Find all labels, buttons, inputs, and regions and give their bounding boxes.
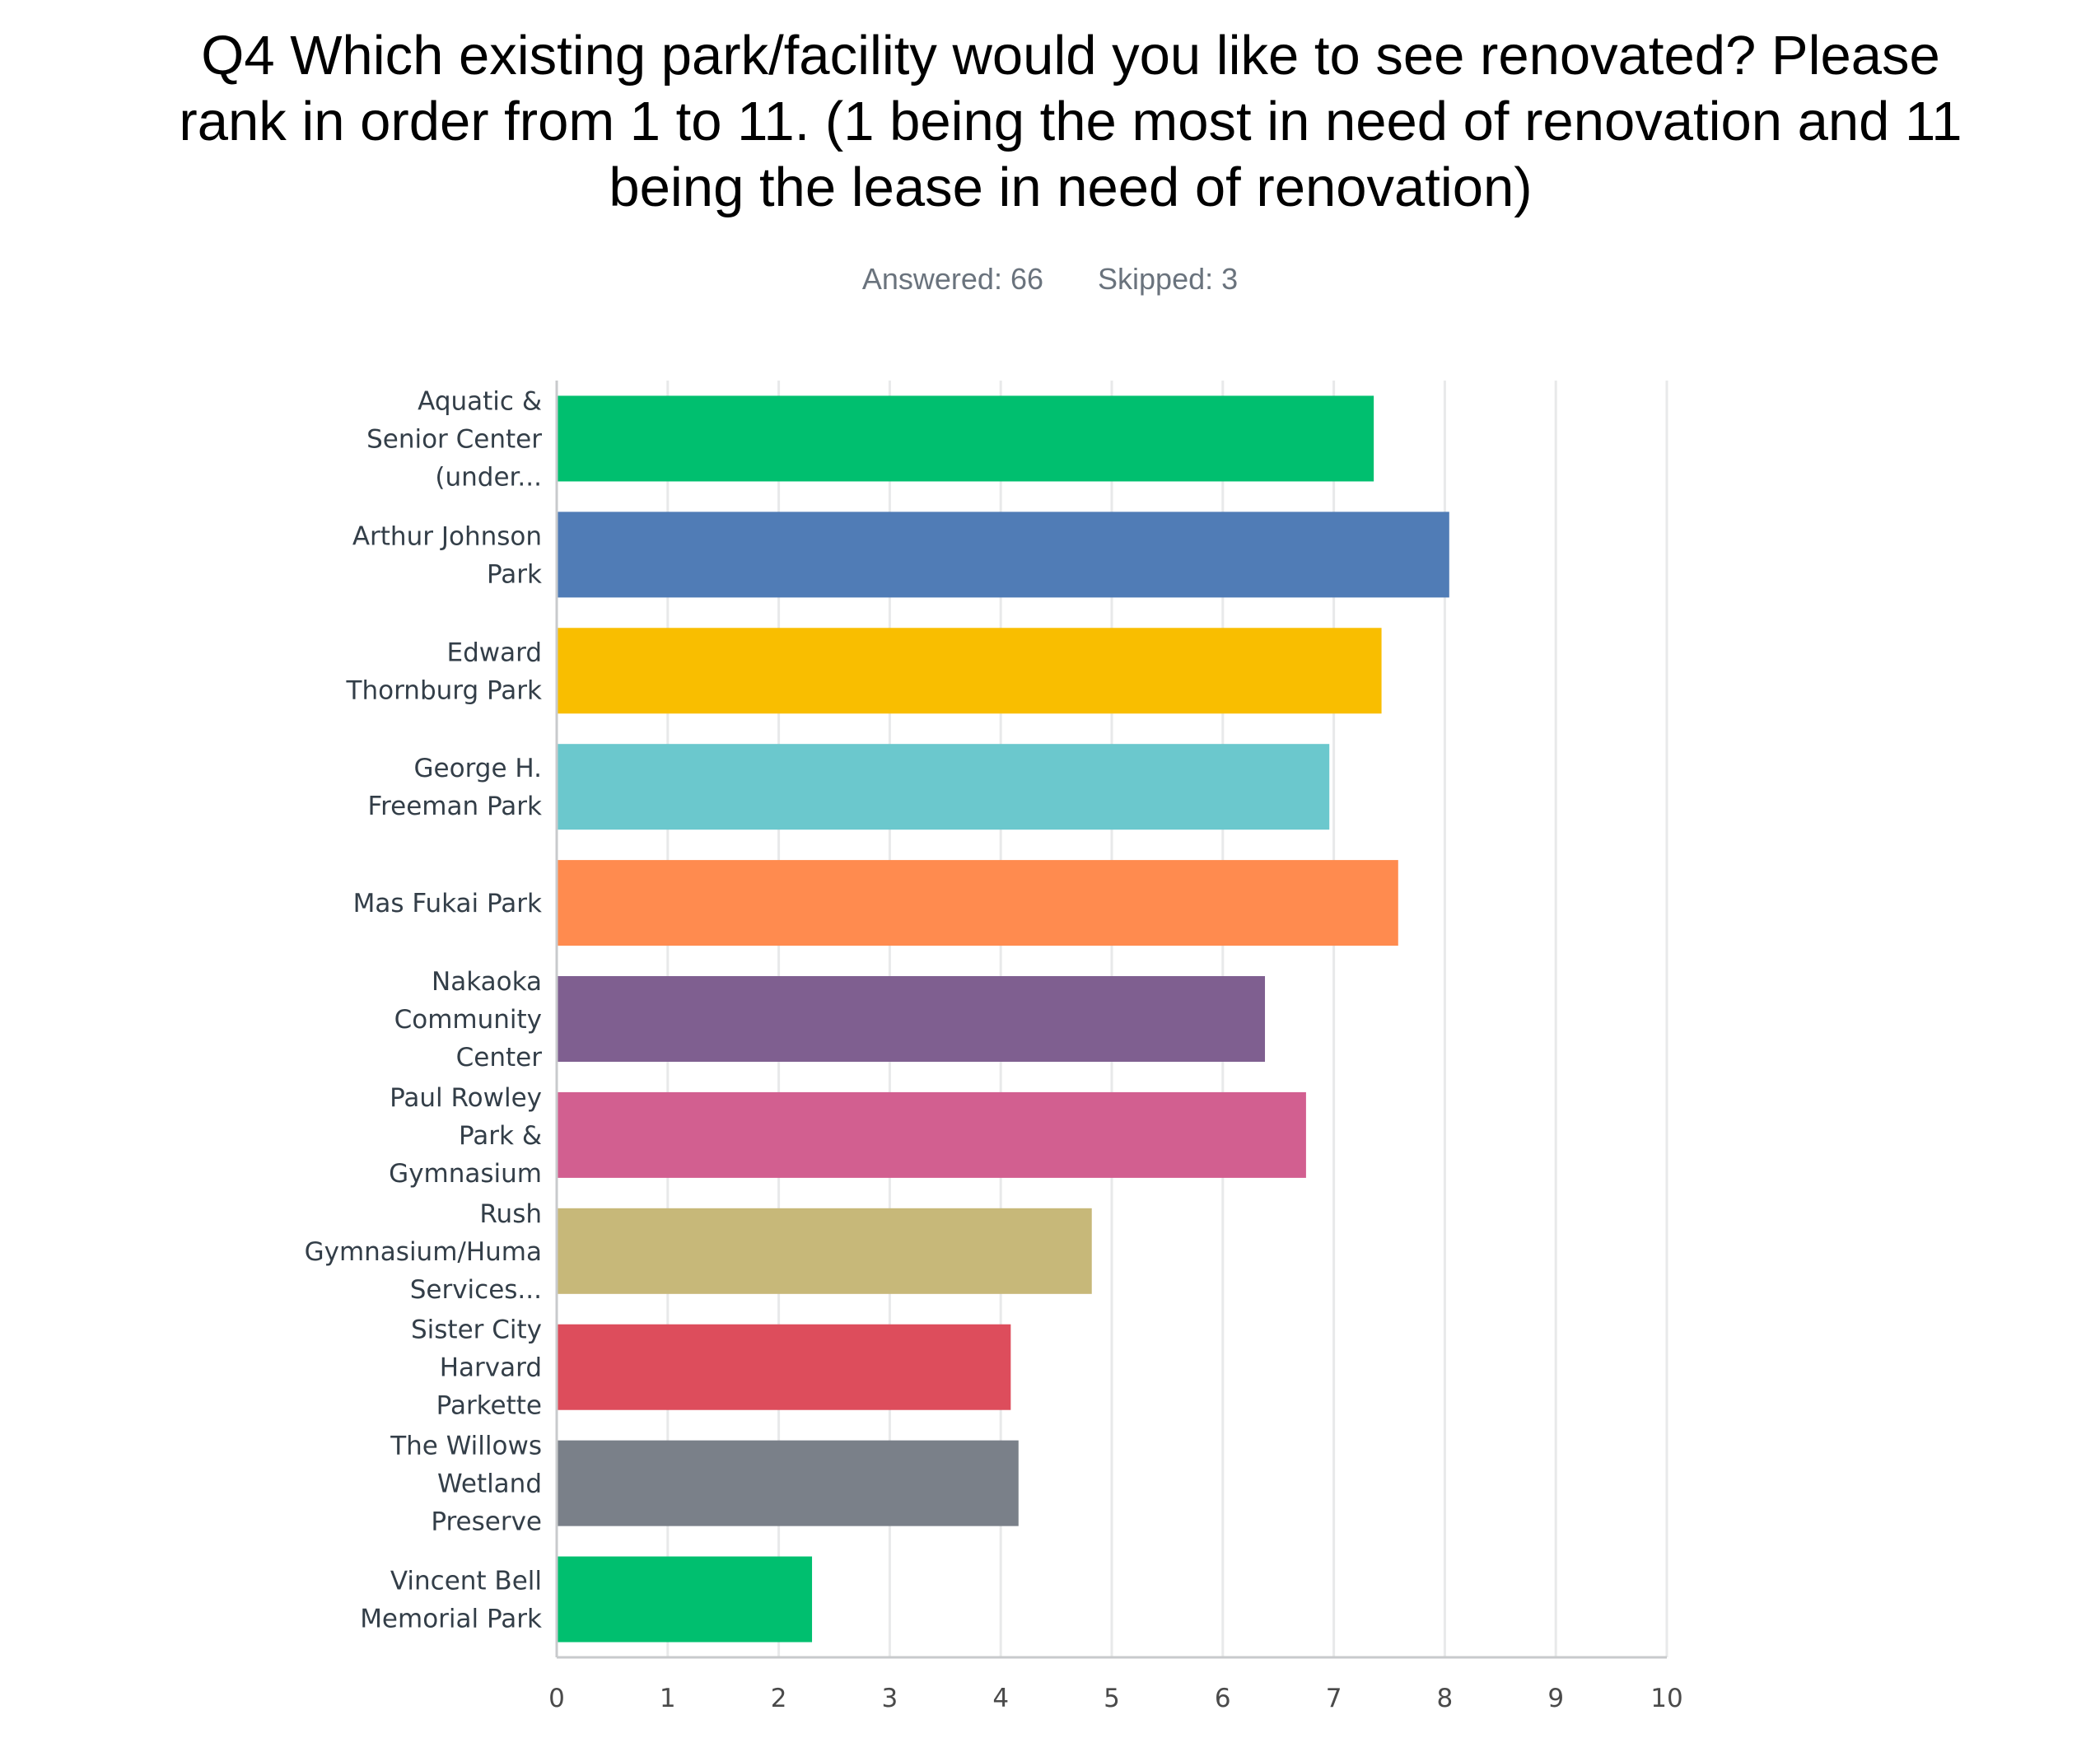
- category-label: Mas Fukai Park: [353, 889, 542, 918]
- category-label: Vincent Bell: [390, 1567, 542, 1596]
- category-label: Memorial Park: [360, 1605, 542, 1634]
- category-label: Paul Rowley: [390, 1083, 542, 1113]
- x-tick-label: 10: [1650, 1684, 1682, 1713]
- category-label: Community: [394, 1005, 542, 1035]
- title-line: rank in order from 1 to 11. (1 being the…: [179, 91, 1962, 152]
- bar: [557, 1440, 1019, 1526]
- bars: [557, 395, 1449, 1643]
- x-tick-label: 4: [992, 1684, 1009, 1713]
- bar: [557, 512, 1449, 598]
- bar: [557, 1324, 1011, 1410]
- category-label: Preserve: [431, 1507, 542, 1537]
- response-summary: Answered: 66 Skipped: 3: [0, 262, 2100, 297]
- skipped-count: Skipped: 3: [1098, 262, 1239, 296]
- category-label: Aquatic &: [418, 386, 542, 416]
- x-tick-label: 1: [660, 1684, 676, 1713]
- answered-count: Answered: 66: [861, 262, 1043, 296]
- category-label: Sister City: [411, 1315, 542, 1345]
- category-label: Arthur Johnson: [352, 521, 542, 551]
- category-label: Services...: [410, 1275, 542, 1305]
- x-tick-label: 9: [1547, 1684, 1564, 1713]
- category-label: Thornburg Park: [346, 675, 542, 705]
- category-label: Rush: [479, 1199, 542, 1229]
- bar: [557, 395, 1374, 482]
- bar: [557, 860, 1398, 946]
- category-label: Gymnasium/Huma: [305, 1237, 542, 1267]
- x-tick-label: 8: [1437, 1684, 1454, 1713]
- axes: [555, 381, 1667, 1659]
- x-tick-label: 2: [771, 1684, 787, 1713]
- category-label: Edward: [447, 638, 543, 667]
- title-line: Q4 Which existing park/facility would yo…: [201, 25, 1940, 86]
- x-tick-label: 3: [882, 1684, 898, 1713]
- category-label: Harvard: [440, 1353, 542, 1383]
- category-label: Park: [487, 559, 542, 589]
- tick-labels: 0 1 2 3 4 5 6 7 8 9 10: [548, 1684, 1683, 1713]
- bar: [557, 1556, 813, 1643]
- category-label: Center: [456, 1043, 543, 1072]
- bar: [557, 1091, 1306, 1178]
- category-label: Nakaoka: [432, 967, 542, 997]
- category-label: George H.: [414, 754, 542, 783]
- category-label: The Willows: [390, 1432, 542, 1461]
- category-label: Freeman Park: [368, 792, 543, 821]
- category-label: Gymnasium: [389, 1159, 542, 1189]
- category-label: Wetland: [437, 1470, 542, 1499]
- category-label: (under...: [435, 462, 542, 492]
- category-label: Parkette: [436, 1391, 542, 1421]
- x-tick-label: 0: [548, 1684, 565, 1713]
- category-label: Senior Center: [366, 424, 542, 454]
- x-tick-label: 7: [1326, 1684, 1342, 1713]
- bar: [557, 744, 1330, 830]
- category-label: Park &: [459, 1121, 542, 1151]
- bar: [557, 1208, 1092, 1294]
- category-labels: Aquatic & Senior Center (under... Arthur Jo…: [305, 386, 543, 1633]
- title-line: being the lease in need of renovation): [609, 157, 1533, 218]
- bar: [557, 976, 1266, 1062]
- x-tick-label: 6: [1215, 1684, 1231, 1713]
- chart-title: Q4 Which existing park/facility would yo…: [103, 23, 2038, 221]
- x-tick-label: 5: [1104, 1684, 1120, 1713]
- bar: [557, 628, 1382, 714]
